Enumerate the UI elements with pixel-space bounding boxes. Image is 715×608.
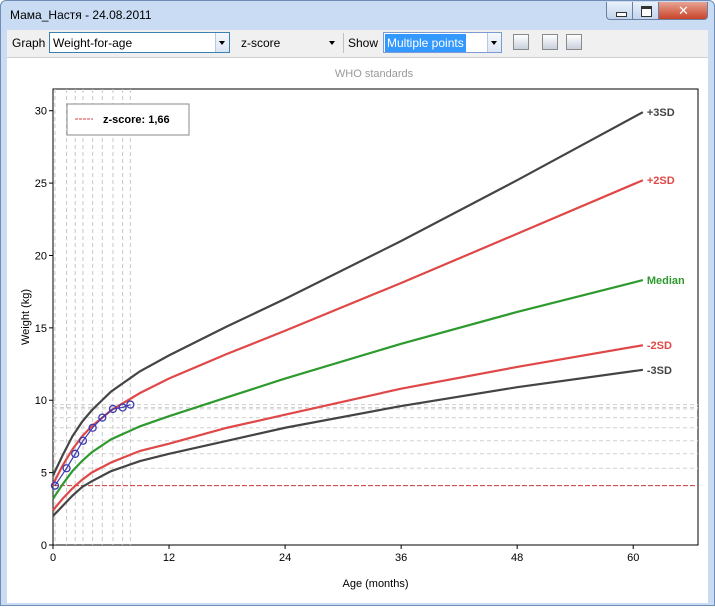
plot-area — [52, 88, 699, 546]
dropdown-arrow — [329, 41, 335, 48]
x-tick-label: 48 — [511, 552, 523, 564]
data-point — [88, 423, 97, 432]
series-line — [52, 179, 644, 485]
legend: z-score: 1,66 — [66, 103, 190, 136]
series-label: -2SD — [647, 340, 672, 352]
series-label: Median — [647, 275, 685, 287]
copy-icon[interactable] — [542, 34, 558, 50]
y-tick-label: 5 — [41, 468, 47, 480]
title-bar: Мама_Настя - 24.08.2011 ✕ — [1, 1, 714, 29]
dropdown-arrow — [487, 33, 501, 52]
x-tick-label: 0 — [50, 552, 56, 564]
y-tick-label: 30 — [35, 106, 47, 118]
graph-select[interactable]: Weight-for-age — [49, 32, 230, 53]
data-point — [50, 481, 60, 490]
legend-box — [66, 103, 190, 136]
y-tick-label: 0 — [41, 540, 47, 552]
y-tick-label: 10 — [35, 395, 47, 407]
chart-icon[interactable] — [513, 34, 529, 50]
show-value: Multiple points — [385, 34, 466, 52]
x-tick-label: 36 — [395, 552, 407, 564]
separator — [343, 33, 344, 53]
series-label: +3SD — [647, 107, 675, 119]
dropdown-arrow — [215, 33, 229, 52]
mode-value: z-score — [241, 36, 281, 50]
y-tick-label: 15 — [35, 323, 47, 335]
data-point — [78, 436, 88, 445]
minimize-button[interactable] — [606, 2, 633, 20]
show-label: Show — [348, 36, 379, 50]
data-point — [62, 464, 71, 473]
print-icon[interactable] — [566, 34, 582, 50]
data-point — [108, 404, 118, 414]
data-point — [98, 413, 107, 422]
x-axis-label: Age (months) — [342, 578, 408, 590]
x-tick-label: 24 — [279, 552, 291, 564]
maximize-button[interactable] — [632, 2, 659, 20]
y-axis-label: Weight (kg) — [20, 289, 32, 345]
x-tick-label: 60 — [627, 552, 639, 564]
mode-select[interactable]: z-score — [237, 32, 340, 53]
chart: WHO standards 0 5 10 15 20 25 30 0 12 24 36 48 60 Age … — [20, 68, 699, 590]
graph-value: Weight-for-age — [53, 36, 133, 50]
graph-label: Graph — [12, 36, 46, 50]
toolbar: Graph Weight-for-age z-score Show Multip… — [7, 30, 708, 58]
series-label: -3SD — [647, 365, 672, 377]
series-label: +2SD — [647, 175, 675, 187]
series-line — [52, 279, 644, 500]
data-point — [71, 449, 80, 458]
window-title: Мама_Настя - 24.08.2011 — [10, 8, 152, 22]
chart-title: WHO standards — [335, 68, 414, 80]
legend-label: z-score: 1,66 — [103, 114, 170, 126]
show-select[interactable]: Multiple points — [383, 32, 502, 53]
data-point — [126, 400, 135, 409]
series-line — [52, 111, 644, 476]
series-line — [52, 368, 644, 517]
y-tick-label: 20 — [35, 250, 47, 262]
series-line — [52, 344, 644, 511]
close-button[interactable]: ✕ — [658, 2, 708, 20]
data-point — [118, 403, 127, 412]
y-tick-label: 25 — [35, 178, 47, 190]
x-tick-label: 12 — [163, 552, 175, 564]
chart-panel: WHO standards 0 5 10 15 20 25 30 0 12 24 36 48 60 Age … — [7, 58, 708, 603]
